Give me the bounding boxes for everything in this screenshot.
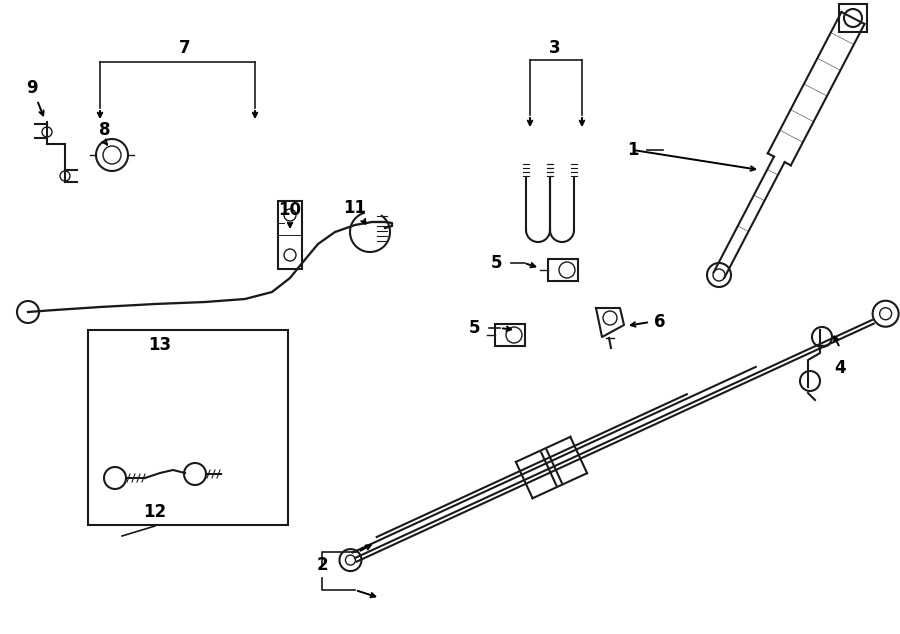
Bar (278, 201, 302, 269)
Text: 1: 1 (627, 141, 639, 159)
Text: 13: 13 (148, 336, 172, 354)
Text: 6: 6 (654, 313, 666, 331)
Text: 12: 12 (143, 503, 166, 521)
Text: 2: 2 (316, 556, 328, 574)
Text: 3: 3 (549, 39, 561, 57)
Bar (88, 330, 288, 525)
Text: 5: 5 (469, 319, 481, 337)
Text: 7: 7 (179, 39, 191, 57)
Text: 5: 5 (491, 254, 503, 272)
Text: 10: 10 (278, 201, 302, 219)
Text: 4: 4 (834, 359, 846, 377)
Bar (495, 324, 525, 346)
Bar (839, 4, 867, 32)
Text: 9: 9 (26, 79, 38, 97)
Bar (548, 259, 578, 281)
Text: 8: 8 (99, 121, 111, 139)
Text: 11: 11 (344, 199, 366, 217)
